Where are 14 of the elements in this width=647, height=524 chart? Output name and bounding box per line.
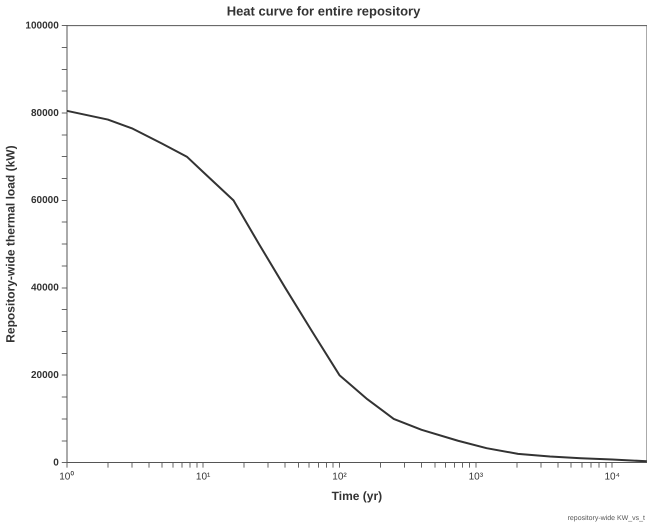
y-tick-label: 80000 xyxy=(30,108,60,119)
x-tick-label: 10² xyxy=(332,471,348,482)
x-tick-label: 10⁴ xyxy=(604,471,620,482)
x-tick-label: 10¹ xyxy=(196,471,212,482)
y-tick-label: 40000 xyxy=(30,282,60,294)
x-tick-label: 10³ xyxy=(468,471,484,482)
x-axis-title: Time (yr) xyxy=(332,489,382,504)
chart-title: Heat curve for entire repository xyxy=(226,3,422,18)
x-tick-label: 10⁰ xyxy=(59,470,74,482)
y-tick-label: 0 xyxy=(53,457,60,468)
y-tick-label: 100000 xyxy=(25,20,60,32)
y-tick-label: 60000 xyxy=(30,195,60,206)
y-axis-title: Repository-wide thermal load (kW) xyxy=(4,145,18,343)
y-tick-label: 20000 xyxy=(30,370,60,381)
